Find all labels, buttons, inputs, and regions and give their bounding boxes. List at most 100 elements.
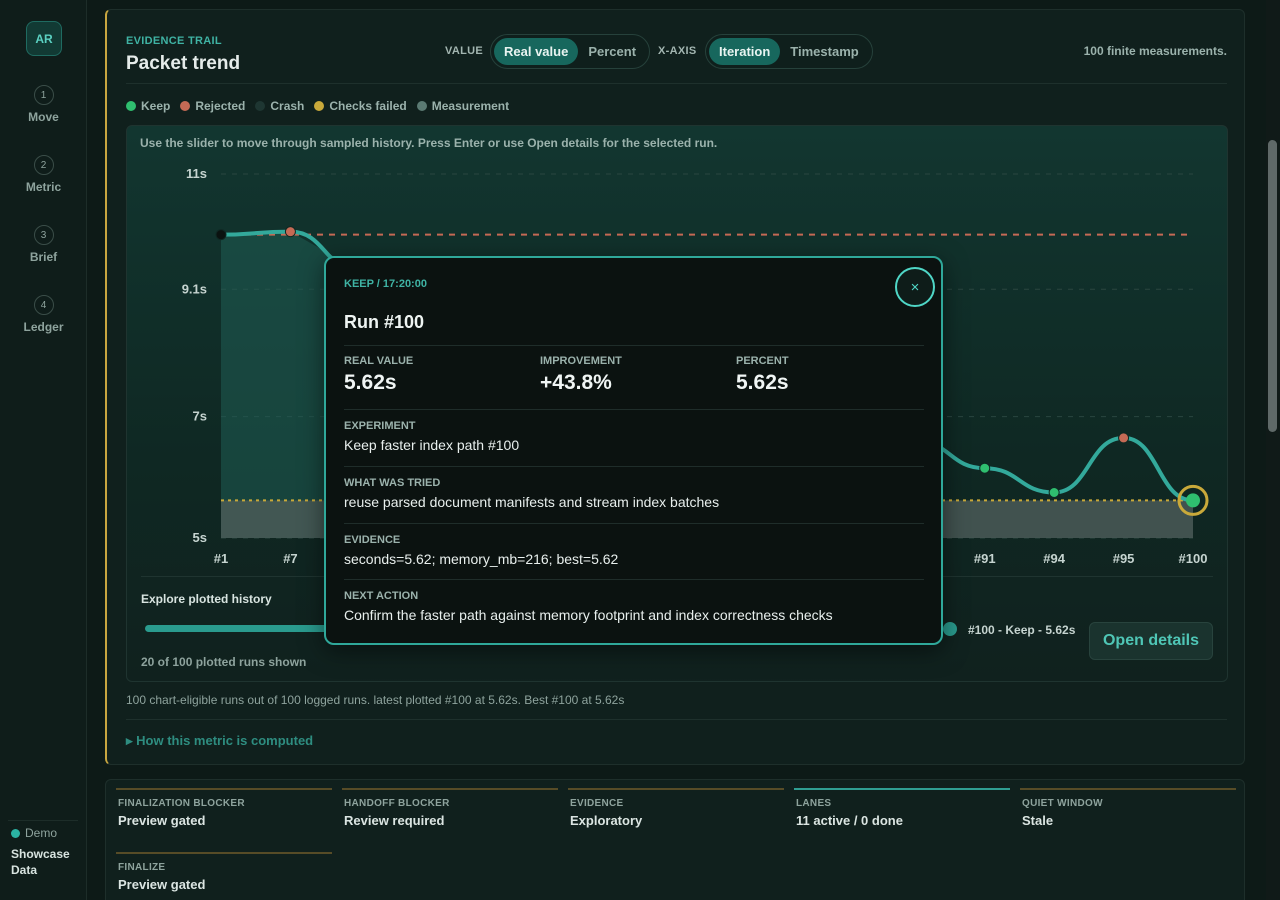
status-value: Exploratory	[570, 813, 643, 828]
nav-step-ledger[interactable]: 4 Ledger	[0, 295, 87, 334]
status-dot-icon	[11, 828, 20, 838]
value-toggle: Real value Percent	[490, 34, 651, 69]
panel-eyebrow: EVIDENCE TRAIL	[126, 35, 222, 47]
status-finalization-blocker: FINALIZATION BLOCKER Preview gated	[116, 788, 332, 828]
avatar[interactable]: AR	[26, 21, 62, 56]
status-value: 11 active / 0 done	[796, 813, 903, 828]
xaxis-option-timestamp[interactable]: Timestamp	[790, 44, 859, 59]
explore-title: Explore plotted history	[141, 592, 272, 606]
sidebar-divider	[8, 820, 78, 821]
field-value: Keep faster index path #100	[344, 437, 520, 453]
status-lanes: LANES 11 active / 0 done	[794, 788, 1010, 828]
open-details-button[interactable]: Open details	[1089, 622, 1213, 660]
legend-checks-failed[interactable]: Checks failed	[314, 99, 407, 113]
divider	[344, 523, 924, 524]
measurement-count: 100 finite measurements.	[1083, 44, 1227, 58]
chart-summary: 100 chart-eligible runs out of 100 logge…	[126, 693, 625, 707]
field-experiment: EXPERIMENT Keep faster index path #100	[344, 420, 519, 453]
legend-swatch	[314, 101, 325, 111]
field-label: EXPERIMENT	[344, 420, 416, 432]
xaxis-option-iteration[interactable]: Iteration	[709, 38, 781, 65]
status-bar	[342, 788, 558, 790]
field-value: Confirm the faster path against memory f…	[344, 607, 833, 623]
value-option-real[interactable]: Real value	[494, 38, 579, 65]
status-finalize: FINALIZE Preview gated	[116, 852, 332, 892]
nav-step-metric[interactable]: 2 Metric	[0, 155, 87, 194]
data-point	[1048, 487, 1060, 498]
status-bar	[116, 788, 332, 790]
metric-value: +43.8%	[540, 371, 612, 394]
y-tick-label: 9.1s	[182, 281, 207, 296]
field-what-was-tried: WHAT WAS TRIED reuse parsed document man…	[344, 477, 719, 510]
value-option-percent[interactable]: Percent	[588, 44, 637, 59]
panel-title: Packet trend	[126, 53, 241, 74]
page-scrollbar[interactable]	[1266, 0, 1280, 900]
legend-crash[interactable]: Crash	[255, 99, 304, 113]
chart-help-text: Use the slider to move through sampled h…	[140, 136, 718, 150]
metric-improvement: IMPROVEMENT +43.8%	[540, 355, 622, 395]
x-tick-label: #100	[1179, 551, 1208, 566]
nav-step-brief[interactable]: 3 Brief	[0, 225, 87, 264]
field-value: reuse parsed document manifests and stre…	[344, 494, 720, 510]
metric-real-value: REAL VALUE 5.62s	[344, 355, 413, 395]
field-value: seconds=5.62; memory_mb=216; best=5.62	[344, 551, 619, 567]
status-evidence: EVIDENCE Exploratory	[568, 788, 784, 828]
legend-label: Checks failed	[329, 99, 407, 113]
x-tick-label: #7	[283, 551, 297, 566]
y-tick-label: 11s	[186, 166, 207, 181]
status-bar	[794, 788, 1010, 790]
field-label: NEXT ACTION	[344, 590, 419, 602]
close-icon: ×	[910, 278, 920, 296]
legend-swatch	[126, 101, 136, 111]
data-point	[284, 226, 296, 238]
chart-legend: Keep Rejected Crash Checks failed Measur…	[126, 99, 509, 113]
status-label: FINALIZATION BLOCKER	[118, 798, 245, 809]
selected-run-marker	[943, 622, 957, 636]
legend-swatch	[416, 101, 427, 111]
legend-label: Measurement	[431, 99, 510, 113]
status-bar	[116, 852, 332, 854]
dataset-name: Showcase Data	[11, 847, 70, 877]
data-point	[1118, 432, 1130, 444]
metric-value: 5.62s	[736, 371, 789, 394]
sidebar: AR 1 Move 2 Metric 3 Brief 4 Ledger Demo…	[0, 0, 87, 900]
step-label: Metric	[25, 180, 62, 194]
metric-label: IMPROVEMENT	[540, 355, 622, 367]
legend-swatch	[255, 101, 266, 111]
step-label: Ledger	[23, 320, 64, 334]
status-value: Preview gated	[118, 813, 206, 828]
close-button[interactable]: ×	[895, 267, 935, 307]
field-evidence: EVIDENCE seconds=5.62; memory_mb=216; be…	[344, 534, 618, 567]
y-tick-label: 5s	[193, 530, 207, 545]
field-label: WHAT WAS TRIED	[344, 477, 441, 489]
metric-label: REAL VALUE	[344, 355, 414, 367]
dataset-indicator: Demo Showcase Data	[11, 826, 77, 878]
legend-keep[interactable]: Keep	[126, 99, 170, 113]
legend-label: Keep	[141, 99, 171, 113]
nav-step-move[interactable]: 1 Move	[0, 85, 87, 124]
runs-shown-note: 20 of 100 plotted runs shown	[141, 655, 307, 669]
metric-explainer-toggle[interactable]: ▸ How this metric is computed	[126, 733, 314, 748]
popup-eyebrow: KEEP / 17:20:00	[344, 278, 427, 290]
step-number: 2	[33, 155, 54, 175]
step-number: 4	[33, 295, 54, 315]
status-value: Preview gated	[118, 877, 206, 892]
status-panel: FINALIZATION BLOCKER Preview gated HANDO…	[105, 779, 1245, 900]
status-quiet-window: QUIET WINDOW Stale	[1020, 788, 1236, 828]
x-tick-label: #94	[1043, 551, 1065, 566]
status-bar	[568, 788, 784, 790]
xaxis-toggle: Iteration Timestamp	[705, 34, 873, 69]
y-tick-label: 7s	[193, 409, 207, 424]
divider	[344, 579, 924, 580]
status-bar	[1020, 788, 1236, 790]
status-label: LANES	[796, 798, 832, 809]
legend-measurement[interactable]: Measurement	[416, 99, 510, 113]
history-slider[interactable]	[145, 625, 345, 632]
demo-label: Demo	[25, 826, 58, 840]
run-details-popup: KEEP / 17:20:00 Run #100 × REAL VALUE 5.…	[324, 256, 943, 645]
legend-rejected[interactable]: Rejected	[180, 99, 245, 113]
status-handoff-blocker: HANDOFF BLOCKER Review required	[342, 788, 558, 828]
scrollbar-thumb[interactable]	[1268, 140, 1277, 432]
metric-label: PERCENT	[736, 355, 789, 367]
value-toggle-label: VALUE	[445, 45, 483, 57]
